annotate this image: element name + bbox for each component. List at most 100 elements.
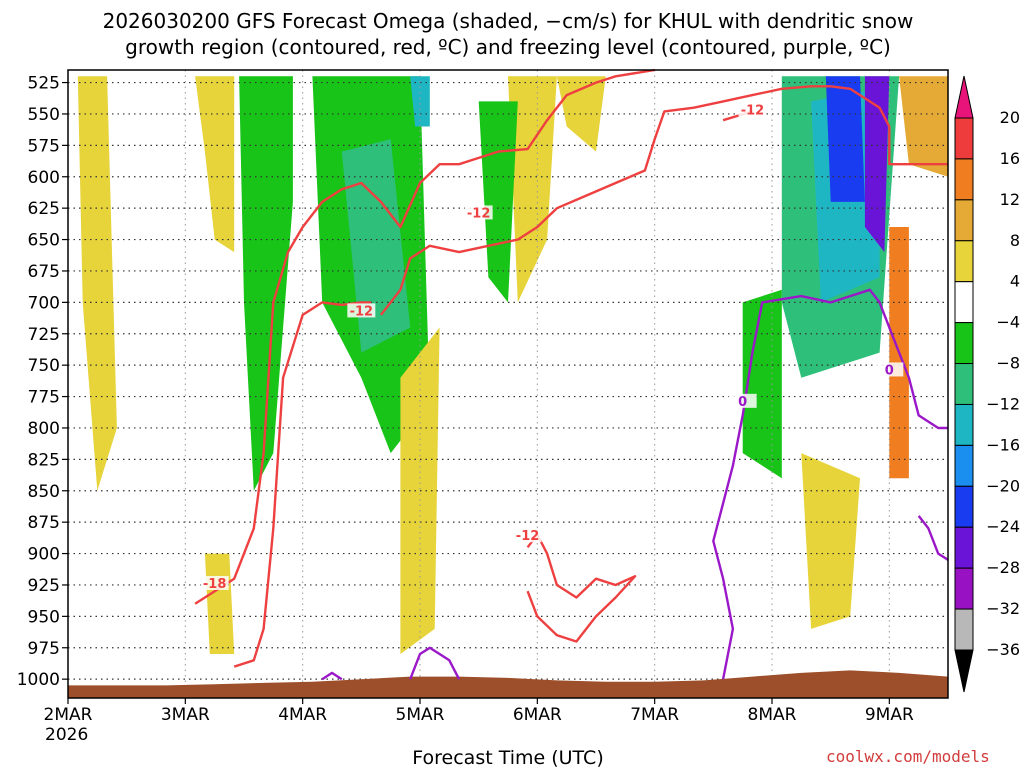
colorbar-label: 4	[1010, 272, 1020, 291]
purple-contour-line	[917, 515, 949, 561]
colorbar-box	[954, 485, 974, 528]
y-tick-label: 900	[28, 545, 60, 565]
x-tick-label: 3MAR	[161, 705, 210, 725]
colorbar-label: −32	[986, 599, 1020, 618]
y-tick-label: 675	[28, 262, 60, 282]
y-tick-label: 975	[28, 639, 60, 659]
colorbar-box	[954, 403, 974, 446]
x-axis: 2MAR 3MAR 4MAR 5MAR 6MAR 7MAR 8MAR 9MAR	[44, 698, 914, 725]
omega-positive-8-12-area	[899, 76, 948, 177]
y-tick-label: 750	[28, 356, 60, 376]
x-axis-title: Forecast Time (UTC)	[412, 747, 603, 768]
colorbar-box	[954, 281, 974, 324]
colorbar-box	[954, 526, 974, 569]
purple-contour-label-bg	[728, 393, 757, 408]
red-contour-line	[379, 85, 948, 316]
red-contour-line	[526, 533, 637, 643]
omega-negative-4-8-area	[742, 289, 782, 479]
colorbar-box	[954, 240, 974, 283]
purple-contour-line	[712, 288, 948, 680]
colorbar-box	[954, 363, 974, 405]
y-tick-label: 850	[28, 482, 60, 502]
colorbar-label: 12	[1000, 190, 1020, 209]
colorbar-label: 16	[1000, 149, 1020, 168]
colorbar-label: −20	[986, 476, 1020, 495]
terrain-layer	[68, 670, 948, 698]
y-axis: 525 550 575 600 625 650 675 700 725 750 775 800 825 8…	[17, 74, 68, 690]
y-tick-label: 575	[28, 136, 60, 156]
y-tick-label: 950	[28, 607, 60, 627]
purple-contour-line	[409, 646, 461, 680]
y-tick-label: 825	[28, 450, 60, 470]
x-tick-label: 7MAR	[630, 705, 679, 725]
year-label: 2026	[45, 725, 88, 745]
omega-positive-4-8-area	[77, 76, 117, 491]
x-tick-label: 8MAR	[748, 705, 797, 725]
y-tick-label: 1000	[17, 670, 60, 690]
y-tick-label: 925	[28, 576, 60, 596]
colorbar-box	[954, 158, 974, 201]
purple-contour-label: 0	[738, 395, 747, 410]
colorbar-label: −24	[986, 517, 1020, 536]
chart-title-line1: 2026030200 GFS Forecast Omega (shaded, −…	[103, 9, 914, 33]
colorbar-label: −36	[986, 640, 1020, 659]
y-tick-label: 725	[28, 325, 60, 345]
x-tick-label: 6MAR	[513, 705, 562, 725]
omega-positive-4-8-area	[508, 76, 557, 303]
red-contour-label-bg	[200, 575, 229, 590]
omega-positive-4-8-area	[195, 76, 235, 253]
red-contour-label-bg	[738, 102, 767, 117]
red-contour-label: -12	[516, 529, 540, 544]
colorbar-box	[954, 117, 974, 160]
contour-layer: -18 -12 -12 -12 -12 0 0	[194, 68, 949, 681]
colorbar-label: 8	[1010, 231, 1020, 250]
colorbar-label: 20	[1000, 108, 1020, 127]
colorbar: 20 16 12 8 4 −4 −8 −12 −16 −20 −24 −28 −32 −36	[954, 75, 1020, 693]
red-contour-label: -18	[203, 577, 227, 592]
red-contour-line	[194, 68, 655, 605]
y-tick-label: 875	[28, 513, 60, 533]
plot-frame	[67, 69, 949, 699]
colorbar-label: −16	[986, 435, 1020, 454]
omega-negative-4-8-area	[239, 76, 293, 491]
colorbar-top-triangle	[954, 75, 974, 119]
y-tick-label: 625	[28, 199, 60, 219]
purple-contour-line	[321, 671, 343, 681]
colorbar-box	[954, 567, 974, 610]
x-tick-label: 4MAR	[278, 705, 327, 725]
colorbar-label: −12	[986, 394, 1020, 413]
terrain-surface	[68, 670, 948, 698]
red-contour-label-bg	[347, 303, 376, 318]
colorbar-label: −8	[996, 354, 1020, 373]
y-tick-label: 775	[28, 388, 60, 408]
omega-positive-4-8-area	[801, 453, 860, 629]
y-tick-label: 550	[28, 105, 60, 125]
y-tick-label: 650	[28, 231, 60, 251]
x-tick-label: 2MAR	[44, 705, 93, 725]
y-tick-label: 525	[28, 74, 60, 94]
chart-title-line2: growth region (contoured, red, ºC) and f…	[125, 35, 891, 59]
colorbar-box	[954, 322, 974, 365]
red-contour-label: -12	[350, 304, 374, 319]
purple-contour-label-bg	[875, 362, 904, 377]
x-tick-label: 5MAR	[396, 705, 445, 725]
y-tick-label: 800	[28, 419, 60, 439]
y-tick-label: 600	[28, 168, 60, 188]
red-contour-label-bg	[464, 205, 493, 220]
red-contour-label: -12	[741, 103, 765, 118]
credit-text: coolwx.com/models	[826, 747, 990, 766]
purple-contour-label: 0	[885, 363, 894, 378]
colorbar-label: −28	[986, 558, 1020, 577]
x-tick-label: 9MAR	[865, 705, 914, 725]
red-contour-label: -12	[467, 206, 491, 221]
colorbar-box	[954, 444, 974, 487]
omega-negative-24-28-area	[825, 76, 865, 202]
colorbar-label: −4	[996, 313, 1020, 332]
omega-positive-4-8-area	[204, 553, 235, 654]
colorbar-box	[954, 608, 974, 651]
red-contour-label-bg	[513, 528, 542, 543]
y-tick-label: 700	[28, 293, 60, 313]
colorbar-box	[954, 199, 974, 242]
colorbar-bottom-triangle	[954, 649, 974, 693]
